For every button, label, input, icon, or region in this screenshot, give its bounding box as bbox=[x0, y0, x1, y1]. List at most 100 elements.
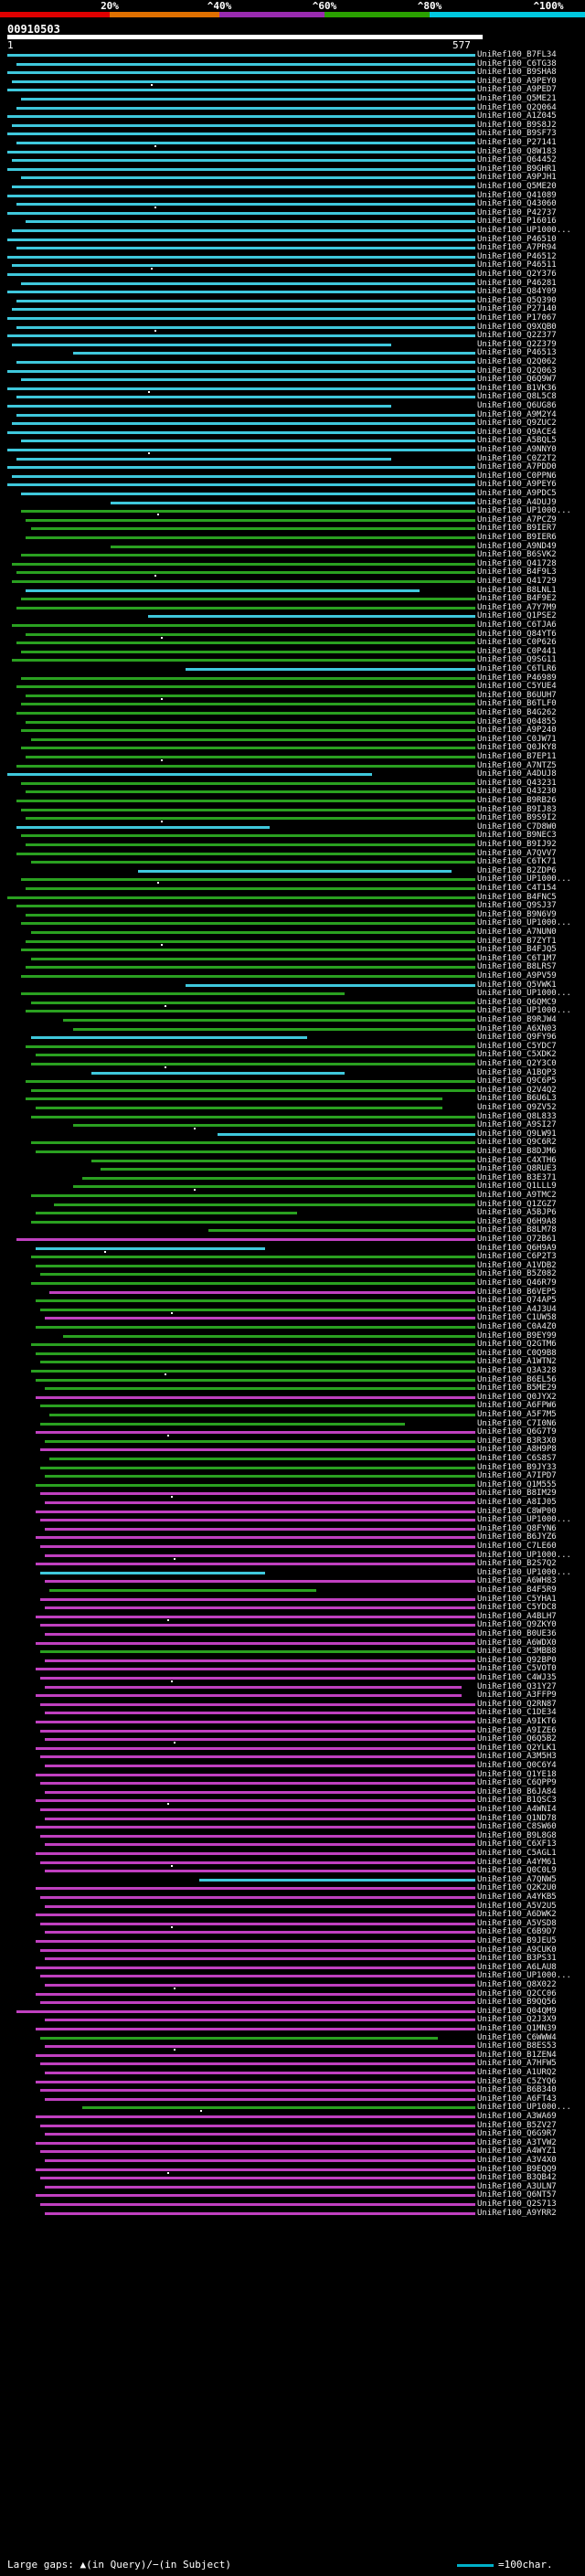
hit-label-link[interactable]: UniRef100_B6EL56 bbox=[477, 1374, 557, 1384]
hit-label-link[interactable]: UniRef100_B2ZDP6 bbox=[477, 865, 557, 875]
hit-label-link[interactable]: UniRef100_A6FT43 bbox=[477, 2094, 557, 2104]
hit-label-link[interactable]: UniRef100_C5XDK2 bbox=[477, 1050, 557, 1060]
hit-label-link[interactable]: UniRef100_B7ZYT1 bbox=[477, 936, 557, 946]
hit-label-link[interactable]: UniRef100_Q5VWK1 bbox=[477, 980, 557, 990]
hit-label-link[interactable]: UniRef100_Q0C6Y4 bbox=[477, 1761, 557, 1770]
hit-label-link[interactable]: UniRef100_Q9ACE4 bbox=[477, 427, 557, 437]
hit-label-link[interactable]: UniRef100_B8IM29 bbox=[477, 1489, 557, 1499]
hit-label-link[interactable]: UniRef100_B7EP11 bbox=[477, 752, 557, 761]
hit-label-link[interactable]: UniRef100_A6WH83 bbox=[477, 1576, 557, 1586]
hit-label-link[interactable]: UniRef100_Q8L5C8 bbox=[477, 392, 557, 402]
hit-label-link[interactable]: UniRef100_Q6H9A8 bbox=[477, 1216, 557, 1226]
hit-label-link[interactable]: UniRef100_Q84Y09 bbox=[477, 287, 557, 297]
hit-label-link[interactable]: UniRef100_A9P240 bbox=[477, 726, 557, 736]
hit-label-link[interactable]: UniRef100_A9PDC5 bbox=[477, 489, 557, 498]
hit-label-link[interactable]: UniRef100_A4BLH7 bbox=[477, 1611, 557, 1621]
hit-label-link[interactable]: UniRef100_Q04QM9 bbox=[477, 2006, 557, 2016]
hit-label-link[interactable]: UniRef100_A6DWK2 bbox=[477, 1910, 557, 1920]
hit-label-link[interactable]: UniRef100_A1BQP3 bbox=[477, 1067, 557, 1077]
hit-label-link[interactable]: UniRef100_C8WP00 bbox=[477, 1506, 557, 1516]
hit-label-link[interactable]: UniRef100_UP1000... bbox=[477, 875, 571, 885]
hit-label-link[interactable]: UniRef100_A6XN03 bbox=[477, 1023, 557, 1034]
hit-label-link[interactable]: UniRef100_A5V2U5 bbox=[477, 1901, 557, 1911]
hit-label-link[interactable]: UniRef100_C7LE60 bbox=[477, 1542, 557, 1551]
hit-label-link[interactable]: UniRef100_B6JYZ6 bbox=[477, 1532, 557, 1542]
hit-label-link[interactable]: UniRef100_C6TJA6 bbox=[477, 620, 557, 630]
hit-label-link[interactable]: UniRef100_Q2Z379 bbox=[477, 339, 557, 349]
hit-label-link[interactable]: UniRef100_C5ZYQ6 bbox=[477, 2076, 557, 2086]
hit-label-link[interactable]: UniRef100_B9NEC3 bbox=[477, 831, 557, 841]
hit-label-link[interactable]: UniRef100_Q5Q390 bbox=[477, 295, 557, 305]
hit-label-link[interactable]: UniRef100_Q6H9A9 bbox=[477, 1243, 557, 1253]
hit-label-link[interactable]: UniRef100_B4F9L3 bbox=[477, 567, 557, 578]
hit-label-link[interactable]: UniRef100_Q0JYX2 bbox=[477, 1392, 557, 1402]
hit-label-link[interactable]: UniRef100_C6B9D7 bbox=[477, 1927, 557, 1937]
hit-label-link[interactable]: UniRef100_A4J3U4 bbox=[477, 1304, 557, 1314]
hit-label-link[interactable]: UniRef100_C1UW58 bbox=[477, 1313, 557, 1323]
hit-label-link[interactable]: UniRef100_Q04855 bbox=[477, 716, 557, 726]
hit-label-link[interactable]: UniRef100_A7NTZ5 bbox=[477, 760, 557, 770]
hit-label-link[interactable]: UniRef100_Q6QMC9 bbox=[477, 997, 557, 1007]
hit-label-link[interactable]: UniRef100_A7PR94 bbox=[477, 243, 557, 253]
hit-label-link[interactable]: UniRef100_B3R3X0 bbox=[477, 1436, 557, 1446]
hit-label-link[interactable]: UniRef100_A9IZE6 bbox=[477, 1725, 557, 1735]
hit-label-link[interactable]: UniRef100_UP1000... bbox=[477, 2103, 571, 2113]
hit-label-link[interactable]: UniRef100_Q74AP5 bbox=[477, 1296, 557, 1306]
hit-label-link[interactable]: UniRef100_A6FPW6 bbox=[477, 1401, 557, 1411]
hit-label-link[interactable]: UniRef100_Q2J3X9 bbox=[477, 2015, 557, 2025]
hit-label-link[interactable]: UniRef100_Q8RUE3 bbox=[477, 1164, 557, 1174]
hit-label-link[interactable]: UniRef100_B7FL34 bbox=[477, 50, 557, 59]
hit-label-link[interactable]: UniRef100_Q92BP0 bbox=[477, 1655, 557, 1665]
hit-label-link[interactable]: UniRef100_Q2RN87 bbox=[477, 1699, 557, 1709]
hit-label-link[interactable]: UniRef100_Q6G7T9 bbox=[477, 1427, 557, 1437]
hit-label-link[interactable]: UniRef100_B9SF73 bbox=[477, 129, 557, 139]
hit-label-link[interactable]: UniRef100_A1VDB2 bbox=[477, 1260, 557, 1270]
hit-label-link[interactable]: UniRef100_UP1000... bbox=[477, 1971, 571, 1981]
hit-label-link[interactable]: UniRef100_Q2CC06 bbox=[477, 1988, 557, 1998]
hit-label-link[interactable]: UniRef100_UP1000... bbox=[477, 1567, 571, 1577]
hit-label-link[interactable]: UniRef100_C0A4Z0 bbox=[477, 1322, 557, 1331]
hit-label-link[interactable]: UniRef100_Q9ZV52 bbox=[477, 1103, 557, 1112]
hit-label-link[interactable]: UniRef100_B9EY99 bbox=[477, 1330, 557, 1341]
hit-label-link[interactable]: UniRef100_Q9C6R2 bbox=[477, 1138, 557, 1148]
hit-label-link[interactable]: UniRef100_Q84YT6 bbox=[477, 629, 557, 639]
hit-label-link[interactable]: UniRef100_C6S8S7 bbox=[477, 1454, 557, 1463]
hit-label-link[interactable]: UniRef100_Q9SJ37 bbox=[477, 901, 557, 911]
hit-label-link[interactable]: UniRef100_C6TG38 bbox=[477, 58, 557, 69]
hit-label-link[interactable]: UniRef100_Q1YE18 bbox=[477, 1769, 557, 1779]
hit-label-link[interactable]: UniRef100_B1ZEN4 bbox=[477, 2050, 557, 2060]
hit-label-link[interactable]: UniRef100_C5YDC7 bbox=[477, 1041, 557, 1051]
hit-label-link[interactable]: UniRef100_B4FJQ5 bbox=[477, 945, 557, 955]
hit-label-link[interactable]: UniRef100_Q46R79 bbox=[477, 1278, 557, 1288]
hit-label-link[interactable]: UniRef100_A9PEY0 bbox=[477, 76, 557, 86]
hit-label-link[interactable]: UniRef100_C5YDC8 bbox=[477, 1603, 557, 1613]
hit-label-link[interactable]: UniRef100_Q43060 bbox=[477, 199, 557, 209]
hit-label-link[interactable]: UniRef100_A7HFW5 bbox=[477, 2059, 557, 2069]
hit-label-link[interactable]: UniRef100_B1VK36 bbox=[477, 383, 557, 393]
hit-label-link[interactable]: UniRef100_A9SI27 bbox=[477, 1120, 557, 1130]
hit-label-link[interactable]: UniRef100_A5F7M5 bbox=[477, 1410, 557, 1419]
hit-label-link[interactable]: UniRef100_P17067 bbox=[477, 313, 557, 323]
hit-label-link[interactable]: UniRef100_Q2Q063 bbox=[477, 366, 557, 376]
hit-label-link[interactable]: UniRef100_A3TVW2 bbox=[477, 2137, 557, 2147]
hit-label-link[interactable]: UniRef100_Q8FYN6 bbox=[477, 1523, 557, 1533]
hit-label-link[interactable]: UniRef100_Q8L833 bbox=[477, 1111, 557, 1121]
hit-label-link[interactable]: UniRef100_B3PS31 bbox=[477, 1954, 557, 1964]
hit-label-link[interactable]: UniRef100_C6TK71 bbox=[477, 857, 557, 867]
hit-label-link[interactable]: UniRef100_B9N6V9 bbox=[477, 909, 557, 919]
hit-label-link[interactable]: UniRef100_B4G262 bbox=[477, 708, 557, 717]
hit-label-link[interactable]: UniRef100_P46513 bbox=[477, 348, 557, 358]
hit-label-link[interactable]: UniRef100_Q1ND78 bbox=[477, 1813, 557, 1823]
hit-label-link[interactable]: UniRef100_P46989 bbox=[477, 673, 557, 683]
hit-label-link[interactable]: UniRef100_Q43231 bbox=[477, 778, 557, 788]
hit-label-link[interactable]: UniRef100_A4YKB5 bbox=[477, 1892, 557, 1902]
hit-label-link[interactable]: UniRef100_Q9ZKY0 bbox=[477, 1620, 557, 1630]
hit-label-link[interactable]: UniRef100_A7QVV7 bbox=[477, 848, 557, 858]
hit-label-link[interactable]: UniRef100_C6QPP9 bbox=[477, 1778, 557, 1788]
hit-label-link[interactable]: UniRef100_A8H9P8 bbox=[477, 1445, 557, 1455]
hit-label-link[interactable]: UniRef100_B5ME29 bbox=[477, 1383, 557, 1394]
hit-label-link[interactable]: UniRef100_A6WDX0 bbox=[477, 1638, 557, 1648]
hit-label-link[interactable]: UniRef100_Q6Q5B2 bbox=[477, 1734, 557, 1744]
hit-label-link[interactable]: UniRef100_C4WJ35 bbox=[477, 1673, 557, 1682]
hit-label-link[interactable]: UniRef100_B8LNL1 bbox=[477, 585, 557, 595]
